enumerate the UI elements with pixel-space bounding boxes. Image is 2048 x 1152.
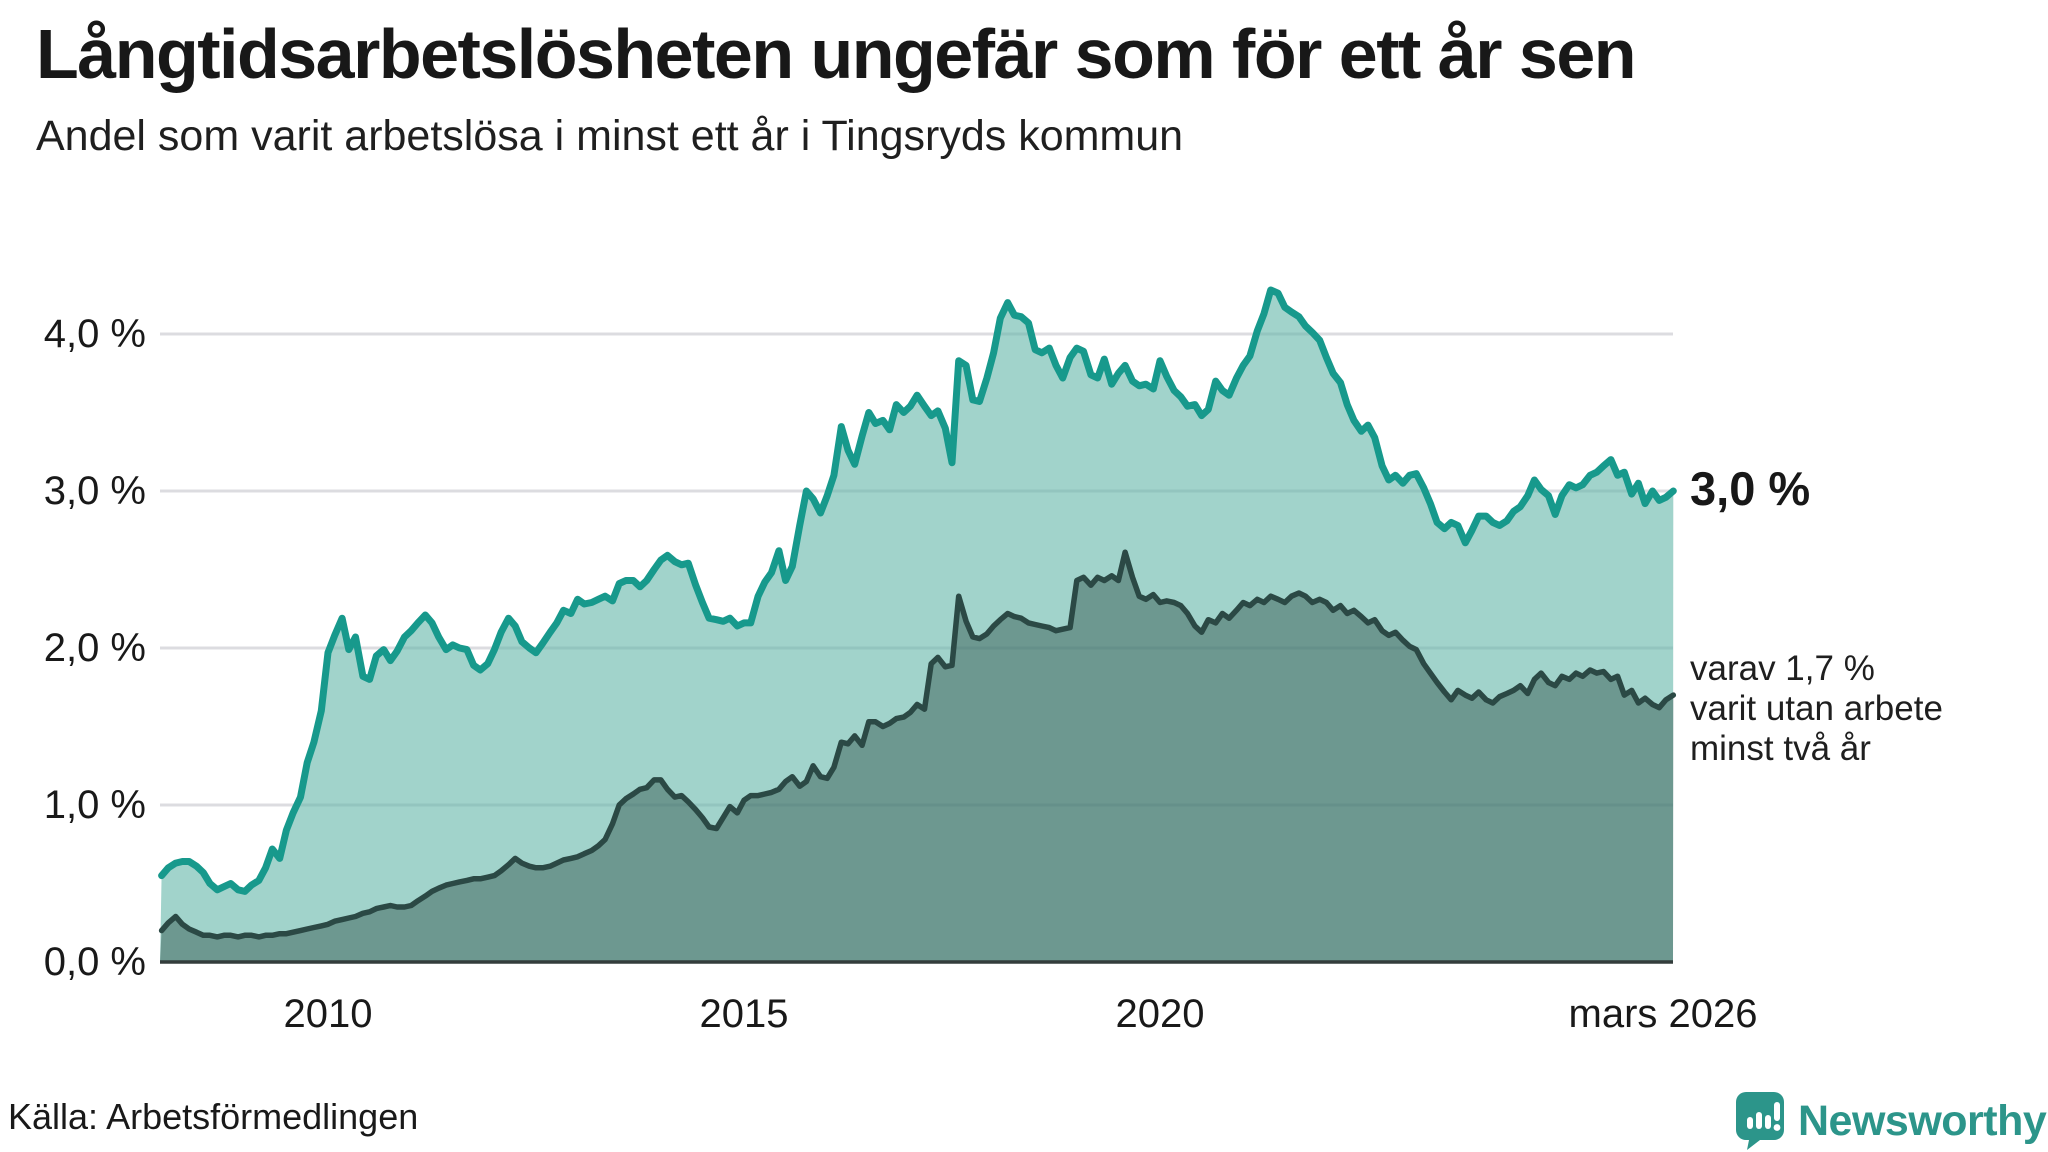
x-axis-tick-label: 2015 [699, 992, 789, 1036]
series2-annotation-line: minst två år [1690, 729, 1871, 769]
y-axis-tick-label: 1,0 % [43, 783, 146, 827]
y-axis-tick-label: 3,0 % [43, 469, 146, 513]
series1-end-value-label: 3,0 % [1690, 462, 1811, 515]
series2-annotation-line: varit utan arbete [1690, 689, 1943, 729]
y-axis-tick-label: 0,0 % [43, 940, 146, 984]
x-axis-tick-label: mars 2026 [1568, 992, 1758, 1036]
x-axis-tick-label: 2010 [283, 992, 373, 1036]
page-subtitle: Andel som varit arbetslösa i minst ett å… [36, 112, 1184, 160]
series2-annotation-line: varav 1,7 % [1690, 649, 1875, 689]
x-axis-tick-label: 2020 [1115, 992, 1205, 1036]
page-title: Långtidsarbetslösheten ungefär som för e… [36, 15, 1637, 93]
y-axis-tick-label: 2,0 % [43, 626, 146, 670]
newsworthy-logo[interactable]: Newsworthy [1736, 1092, 2047, 1150]
series2-annotation: varav 1,7 % varit utan arbete minst två år [1690, 649, 1943, 769]
y-axis-tick-label: 4,0 % [43, 312, 146, 356]
source-label: Källa: Arbetsförmedlingen [8, 1096, 419, 1137]
newsworthy-pin-barchart-icon [1736, 1092, 1784, 1150]
newsworthy-wordmark: Newsworthy [1798, 1096, 2047, 1145]
